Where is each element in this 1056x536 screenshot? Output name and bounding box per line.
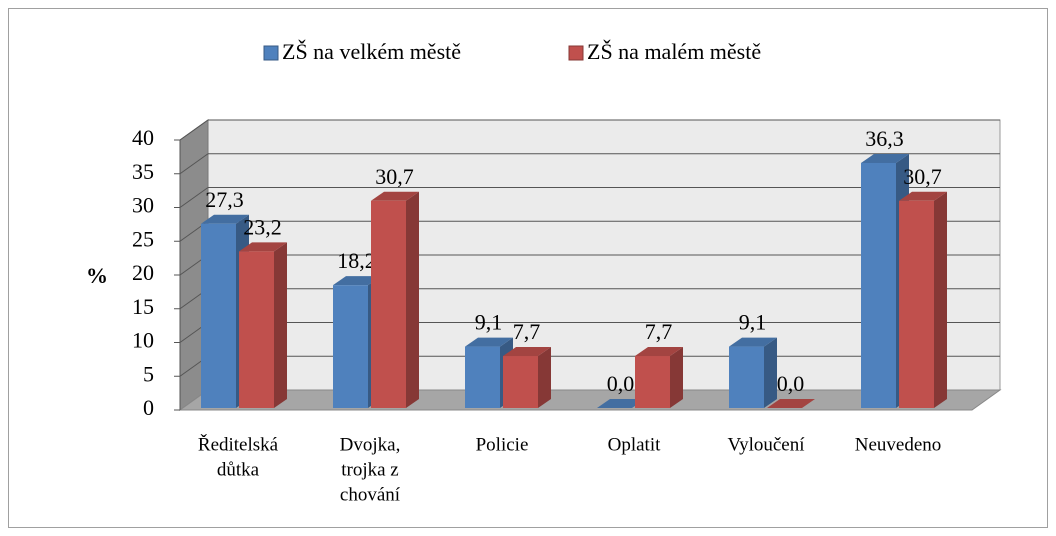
grid-line-side [179,187,209,208]
data-label: 9,1 [475,310,503,335]
x-tick-label: trojka z [341,459,399,480]
y-axis-label: % [86,263,108,288]
x-tick-label: chování [340,484,401,505]
x-tick-label: Oplatit [608,434,661,455]
x-tick-label: Policie [476,434,529,455]
grid-line-side [179,153,209,175]
bar-top [635,347,683,357]
bar-top [597,399,645,408]
data-label: 7,7 [513,319,541,344]
bar [729,346,764,408]
bar [333,285,368,408]
x-tick-label: Vyloučení [727,434,805,455]
bar-top [503,347,551,357]
y-tick-label: 30 [132,193,154,218]
bar-top [767,399,815,408]
data-label: 9,1 [739,310,767,335]
bar [371,200,406,408]
legend-swatch [568,45,584,61]
bar [201,223,236,408]
bar-top [333,276,381,286]
bar-top [371,191,419,201]
bar-top [861,153,909,163]
legend-swatch [263,45,279,61]
data-label: 7,7 [645,319,673,344]
bar [239,251,274,408]
x-tick-label: Neuvedeno [855,434,942,455]
data-label: 30,7 [903,164,942,189]
data-label: 30,7 [375,164,414,189]
bar-side [934,191,947,408]
bar [465,346,500,408]
y-tick-label: 15 [132,294,154,319]
x-tick-label: Dvojka, [340,434,401,455]
y-tick-label: 10 [132,328,154,353]
x-tick-label: důtka [217,459,260,480]
y-tick-label: 5 [143,361,154,386]
bar [635,356,670,408]
y-tick-label: 35 [132,159,154,184]
bar-side [406,191,419,408]
bar-side [538,347,551,408]
bar [861,162,896,408]
bar-side [764,337,777,408]
data-label: 36,3 [865,126,904,151]
bar-top [899,191,947,201]
data-label: 27,3 [205,187,244,212]
bar-side [670,347,683,408]
bar-side [274,242,287,408]
y-tick-label: 40 [132,125,154,150]
data-label: 0,0 [777,371,805,396]
y-tick-label: 20 [132,260,154,285]
y-tick-label: 25 [132,226,154,251]
grid-line-side [179,119,209,141]
bar-top [201,214,249,224]
data-label: 0,0 [607,371,635,396]
legend-label: ZŠ na malém městě [587,39,761,64]
bar-top [465,337,513,347]
bar [503,356,538,408]
data-label: 23,2 [243,214,282,239]
legend-label: ZŠ na velkém městě [282,39,461,64]
bar [899,200,934,408]
data-label: 18,2 [337,248,376,273]
bar-top [239,242,287,252]
y-tick-label: 0 [143,395,154,420]
bar-top [729,337,777,347]
x-tick-label: Ředitelská [198,433,279,455]
